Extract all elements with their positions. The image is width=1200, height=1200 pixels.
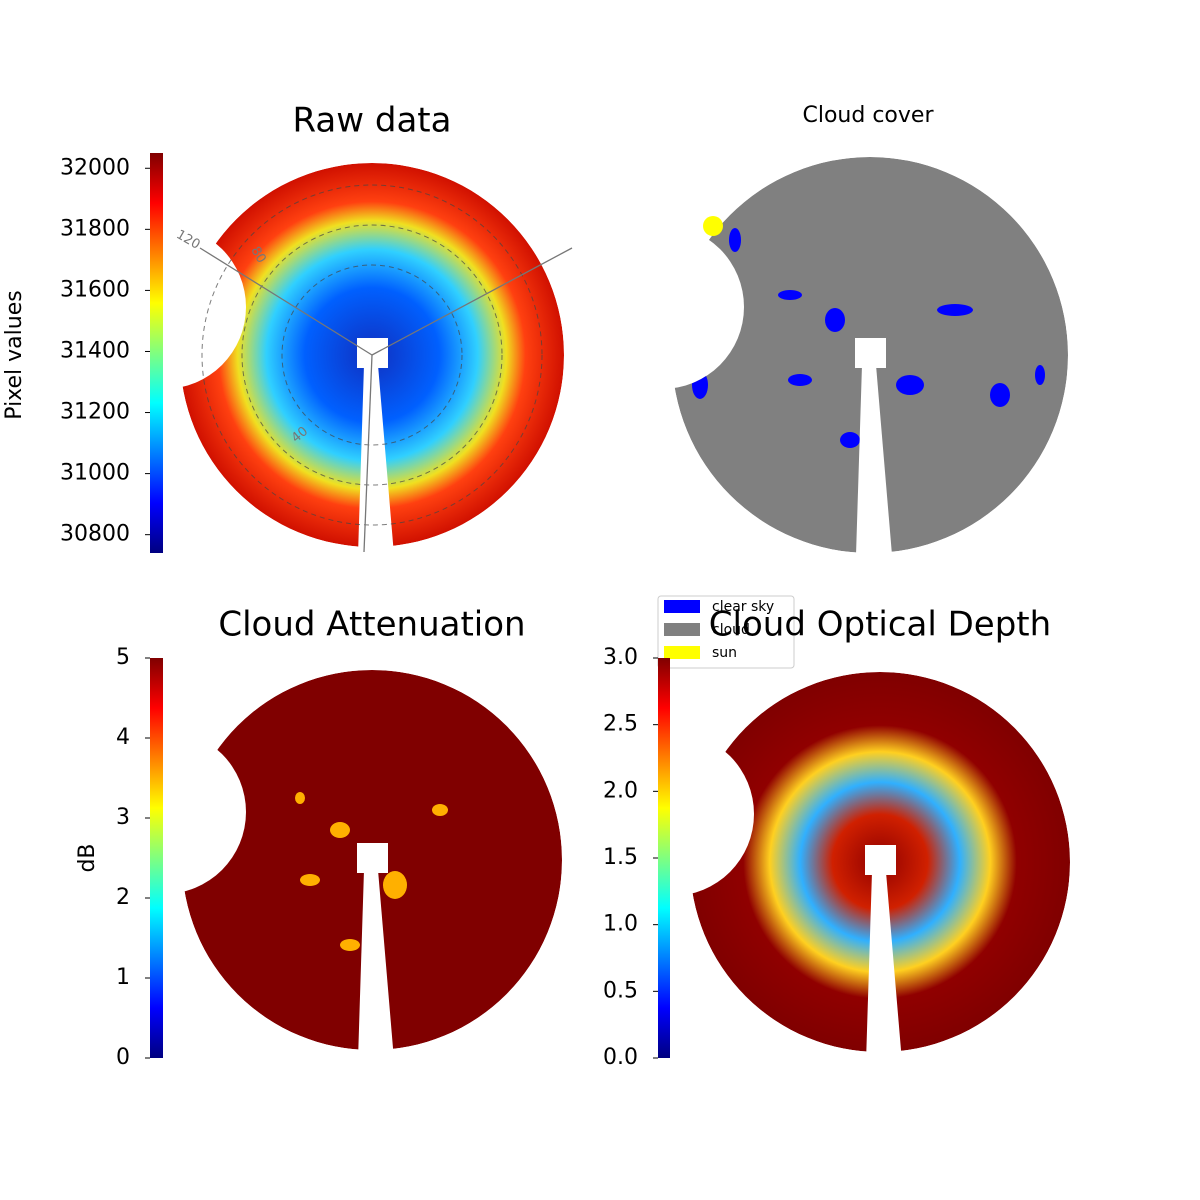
- colorbar-tick-label: 32000: [60, 155, 130, 180]
- mast-line: [363, 354, 373, 553]
- colorbar-tick-label: 2: [116, 885, 130, 910]
- sky-image: [690, 672, 1070, 1052]
- attn-patch: [432, 804, 448, 816]
- clear-patch: [692, 371, 708, 399]
- colorbar-tick-label: 31400: [60, 338, 130, 363]
- colorbar: [658, 658, 670, 1058]
- attn-patch: [330, 822, 350, 838]
- colorbar-tick-label: 31000: [60, 461, 130, 486]
- clear-patch: [788, 374, 812, 386]
- attn-patch: [340, 939, 360, 951]
- colorbar: [150, 658, 163, 1058]
- sun-marker: [703, 216, 723, 236]
- polar-spoke: [371, 247, 573, 356]
- polar-label: 120: [173, 227, 202, 252]
- clear-patch: [896, 375, 924, 395]
- polar-spoke: [199, 247, 373, 356]
- colorbar-tick-label: 0.0: [603, 1045, 638, 1070]
- legend-swatch: [664, 623, 700, 636]
- colorbar-tick-label: 0.5: [603, 978, 638, 1003]
- sky-image: [672, 157, 1068, 553]
- colorbar-label: dB: [75, 843, 100, 872]
- attn-patch: [300, 874, 320, 886]
- clear-patch: [937, 304, 973, 316]
- colorbar-tick-label: 5: [116, 645, 130, 670]
- colorbar-tick-label: 2.0: [603, 778, 638, 803]
- legend-label: sun: [712, 645, 737, 661]
- clear-patch: [990, 383, 1010, 407]
- panel-title: Cloud cover: [803, 103, 935, 128]
- legend-swatch: [664, 646, 700, 659]
- attn-patch: [295, 792, 305, 804]
- polar-ring: [281, 264, 463, 446]
- panel-title: Cloud Attenuation: [218, 605, 525, 645]
- colorbar-tick-label: 4: [116, 725, 130, 750]
- clear-patch: [778, 290, 802, 300]
- colorbar-tick-label: 1.0: [603, 912, 638, 937]
- colorbar-tick-label: 0: [116, 1045, 130, 1070]
- colorbar-tick-label: 31600: [60, 277, 130, 302]
- legend-label: cloud: [712, 622, 750, 638]
- clear-patch: [1035, 365, 1045, 385]
- polar-ring: [241, 224, 503, 486]
- sky-image: [182, 670, 562, 1050]
- colorbar-tick-label: 31200: [60, 400, 130, 425]
- attn-patch: [383, 871, 407, 899]
- colorbar-tick-label: 31800: [60, 216, 130, 241]
- colorbar-tick-label: 1.5: [603, 845, 638, 870]
- colorbar-tick-label: 1: [116, 965, 130, 990]
- colorbar-tick-label: 30800: [60, 522, 130, 547]
- clear-patch: [840, 432, 860, 448]
- colorbar: [150, 153, 163, 553]
- legend-swatch: [664, 600, 700, 613]
- panel-title: Cloud Optical Depth: [709, 605, 1051, 645]
- clear-patch: [729, 228, 741, 252]
- polar-label: 80: [247, 244, 268, 266]
- colorbar-tick-label: 3.0: [603, 645, 638, 670]
- colorbar-label: Pixel values: [2, 290, 27, 419]
- legend-label: clear sky: [712, 599, 774, 615]
- colorbar-tick-label: 2.5: [603, 712, 638, 737]
- clear-patch: [825, 308, 845, 332]
- panel-title: Raw data: [293, 101, 452, 141]
- polar-ring: [201, 184, 543, 526]
- colorbar-tick-label: 3: [116, 805, 130, 830]
